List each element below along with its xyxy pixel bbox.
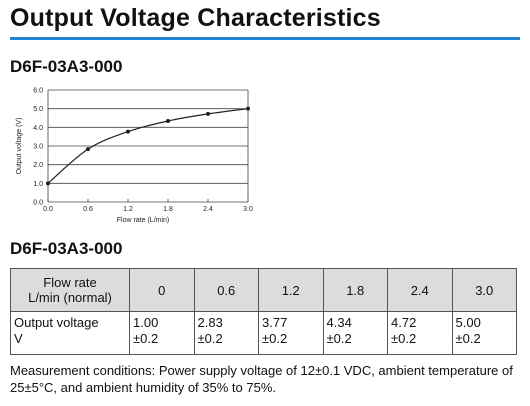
voltage-tolerance: ±0.2: [391, 331, 417, 346]
y-tick-label: 6.0: [33, 88, 43, 95]
y-tick-label: 1.0: [33, 181, 43, 188]
table-heading: D6F-03A3-000: [10, 239, 123, 258]
flow-rate-cell: 0: [129, 268, 195, 312]
voltage-tolerance: ±0.2: [455, 331, 481, 346]
voltage-cell: 1.00 ±0.2: [129, 311, 195, 355]
data-point: [206, 111, 210, 116]
data-point: [166, 118, 170, 123]
voltage-value: 3.77: [262, 315, 288, 330]
y-axis-label: Output voltage (V): [16, 118, 23, 175]
table-header-row: Flow rate L/min (normal) 0 0.6 1.2 1.8 2…: [10, 268, 517, 312]
y-tick-label: 3.0: [33, 144, 43, 151]
chart-heading: D6F-03A3-000: [10, 57, 123, 76]
voltage-value: 1.00: [133, 315, 159, 330]
voltage-cell: 2.83 ±0.2: [193, 311, 259, 355]
voltage-cell: 4.72 ±0.2: [387, 311, 453, 355]
y-tick-label: 4.0: [33, 125, 43, 132]
header-label-cell: Flow rate L/min (normal): [10, 268, 130, 312]
voltage-cell: 3.77 ±0.2: [258, 311, 324, 355]
data-point: [46, 181, 50, 186]
x-tick-label: 0.6: [83, 206, 93, 213]
voltage-tolerance: ±0.2: [133, 331, 159, 346]
spec-table: Flow rate L/min (normal) 0 0.6 1.2 1.8 2…: [10, 268, 517, 355]
x-tick-label: 3.0: [243, 206, 253, 213]
flow-rate-cell: 1.2: [258, 268, 324, 312]
page-title: Output Voltage Characteristics: [10, 4, 381, 32]
y-tick-label: 2.0: [33, 162, 43, 169]
header-label-line1: Flow rate: [43, 275, 97, 290]
x-axis-label: Flow rate (L/min): [117, 217, 170, 224]
data-point: [126, 129, 130, 134]
voltage-tolerance: ±0.2: [262, 331, 288, 346]
row-label-cell: Output voltage V: [10, 311, 130, 355]
flow-rate-cell: 2.4: [387, 268, 453, 312]
series-line: [47, 108, 249, 184]
chart-svg: 0.0 1.0 2.0 3.0 4.0 5.0 6.0 0.0 0.6 1.2 1.8 2.4 3.0 F…: [16, 88, 253, 225]
voltage-tolerance: ±0.2: [197, 331, 223, 346]
output-voltage-chart: 0.0 1.0 2.0 3.0 4.0 5.0 6.0 0.0 0.6 1.2 1.8 2.4 3.0 F…: [12, 84, 262, 230]
voltage-value: 4.72: [391, 315, 417, 330]
data-point: [86, 147, 90, 152]
x-tick-label: 1.8: [163, 206, 173, 213]
voltage-tolerance: ±0.2: [326, 331, 352, 346]
header-label-line2: L/min (normal): [28, 290, 112, 305]
voltage-cell: 4.34 ±0.2: [322, 311, 388, 355]
y-tick-label: 5.0: [33, 106, 43, 113]
flow-rate-cell: 0.6: [193, 268, 259, 312]
x-tick-label: 2.4: [203, 206, 213, 213]
voltage-value: 4.34: [326, 315, 352, 330]
x-tick-label: 0.0: [43, 206, 53, 213]
y-tick-label: 0.0: [33, 200, 43, 207]
voltage-cell: 5.00 ±0.2: [451, 311, 517, 355]
voltage-value: 5.00: [455, 315, 481, 330]
row-label-line1: Output voltage: [14, 315, 99, 330]
voltage-value: 2.83: [197, 315, 223, 330]
measurement-note: Measurement conditions: Power supply vol…: [10, 363, 513, 395]
flow-rate-cell: 3.0: [451, 268, 517, 312]
x-tick-label: 1.2: [123, 206, 133, 213]
data-point: [246, 106, 250, 111]
table-row: Output voltage V 1.00 ±0.2 2.83 ±0.2 3.77 ±…: [10, 311, 517, 355]
flow-rate-cell: 1.8: [322, 268, 388, 312]
row-label-line2: V: [14, 331, 23, 346]
title-rule: [10, 37, 520, 40]
